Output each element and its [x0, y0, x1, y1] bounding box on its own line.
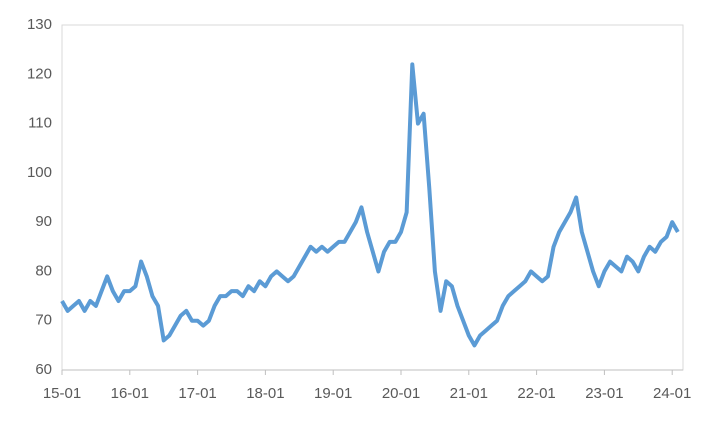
- y-tick-label: 110: [28, 115, 52, 132]
- x-tick-label: 19-01: [314, 385, 352, 402]
- x-tick-label: 22-01: [517, 385, 555, 402]
- line-series: [60, 62, 680, 348]
- x-tick-label: 18-01: [246, 385, 284, 402]
- x-tick-label: 21-01: [450, 385, 488, 402]
- y-tick-label: 120: [27, 65, 52, 82]
- y-tick-label: 130: [27, 16, 52, 33]
- x-tick-label: 16-01: [111, 385, 149, 402]
- x-tick-label: 17-01: [178, 385, 216, 402]
- y-tick-label: 60: [35, 361, 52, 378]
- y-tick-label: 80: [35, 262, 52, 279]
- x-tick-label: 23-01: [585, 385, 623, 402]
- y-tick-label: 90: [35, 213, 52, 230]
- x-tick-label: 15-01: [43, 385, 81, 402]
- x-tick-label: 24-01: [653, 385, 691, 402]
- y-tick-label: 70: [35, 312, 52, 329]
- y-tick-label: 100: [27, 164, 52, 181]
- x-tick-label: 20-01: [382, 385, 420, 402]
- plot-frame: [61, 24, 684, 371]
